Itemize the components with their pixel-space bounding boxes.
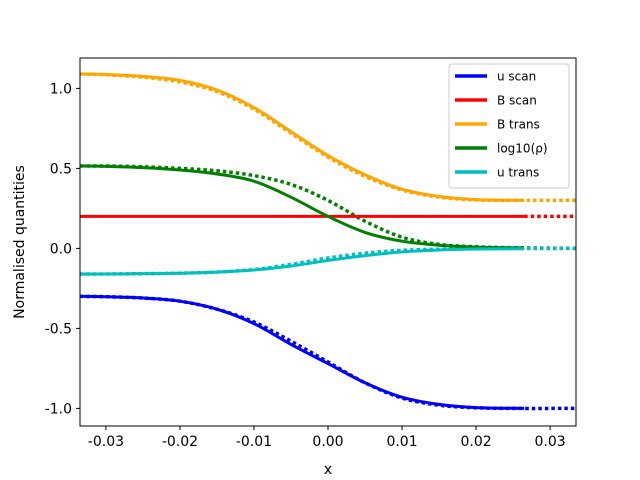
x-tick-label: 0.01 bbox=[386, 434, 417, 450]
legend-label: B trans bbox=[497, 118, 540, 132]
y-tick-label: -1.0 bbox=[45, 401, 72, 417]
x-tick-label: -0.03 bbox=[88, 434, 124, 450]
x-axis: -0.03 -0.02 -0.01 0.00 0.01 0.02 0.03 bbox=[88, 426, 566, 450]
y-axis: -1.0 -0.5 0.0 0.5 1.0 bbox=[45, 81, 80, 417]
x-tick-label: 0.00 bbox=[312, 434, 343, 450]
x-tick-label: 0.02 bbox=[460, 434, 491, 450]
x-tick-label: -0.01 bbox=[236, 434, 272, 450]
y-axis-label: Normalised quantities bbox=[12, 165, 28, 319]
y-tick-label: 0.0 bbox=[50, 241, 72, 257]
legend-label: u scan bbox=[497, 70, 536, 84]
x-tick-label: 0.03 bbox=[535, 434, 566, 450]
legend-label: B scan bbox=[497, 94, 537, 108]
x-axis-label: x bbox=[324, 462, 332, 478]
y-tick-label: 0.5 bbox=[50, 161, 72, 177]
series-line-0 bbox=[80, 294, 525, 410]
y-tick-label: -0.5 bbox=[45, 321, 72, 337]
legend-label: log10(ρ) bbox=[497, 142, 548, 156]
series-layer bbox=[80, 72, 576, 411]
legend-label: u trans bbox=[497, 166, 539, 180]
series-line-4 bbox=[80, 247, 525, 276]
series-line-2 bbox=[80, 72, 525, 202]
legend-box bbox=[448, 63, 570, 189]
x-tick-label: -0.02 bbox=[162, 434, 198, 450]
dotted-curve-0 bbox=[80, 294, 576, 411]
legend: u scan B scan B trans log10(ρ) u trans bbox=[448, 63, 570, 189]
y-tick-label: 1.0 bbox=[50, 81, 72, 97]
series-line-3 bbox=[80, 164, 525, 250]
